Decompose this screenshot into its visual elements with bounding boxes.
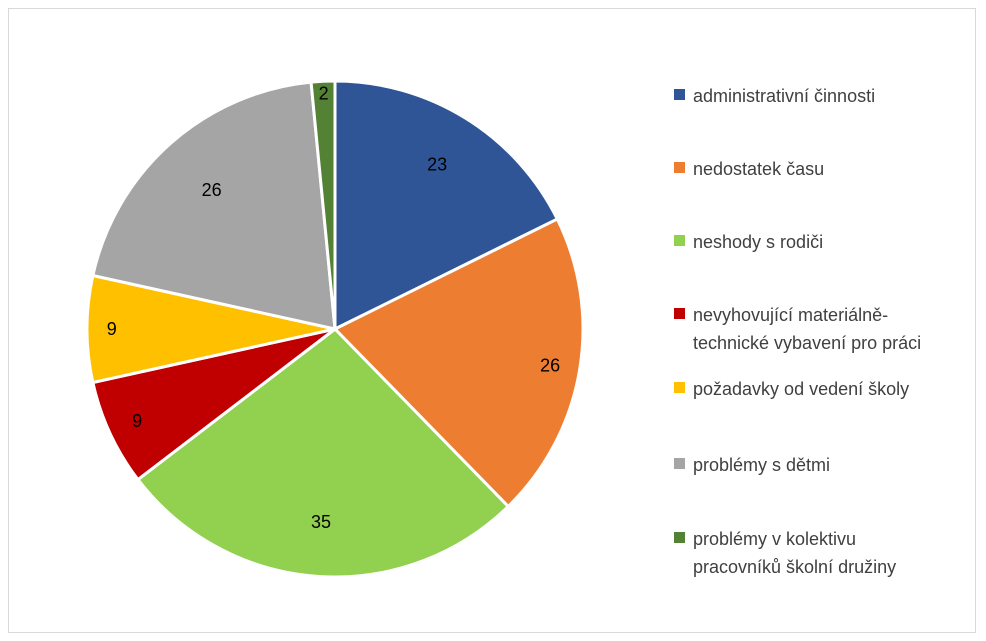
- legend-item-nevyhovujici-vybaveni: nevyhovující materiálně- technické vybav…: [674, 301, 983, 357]
- pie-slice-administrativni-cinnosti: [333, 79, 559, 331]
- legend-item-administrativni-cinnosti: administrativní činnosti: [674, 82, 983, 110]
- legend-item-problemy-s-detmi: problémy s dětmi: [674, 451, 983, 479]
- pie-slice-nevyhovujici-materialne-technicke-vybaveni-pro-praci: [91, 327, 337, 482]
- legend-label: neshody s rodiči: [693, 232, 824, 252]
- pie-slice-pozadavky-od-vedeni-skoly: [85, 273, 337, 385]
- legend-item-neshody-s-rodici: neshody s rodiči: [674, 228, 983, 256]
- legend-label-line: pracovníků školní družiny: [693, 557, 897, 577]
- pie-slices: [85, 79, 585, 579]
- pie-slice-nedostatek-casu: [333, 217, 585, 508]
- legend-label: nevyhovující materiálně- technické vybav…: [693, 301, 983, 357]
- pie-data-labels: 23 26 35 9 9 26 2: [107, 84, 560, 532]
- pie-slice-problemy-s-detmi: [91, 80, 337, 331]
- pie-data-label: 26: [202, 180, 222, 200]
- pie-slice-problemy-v-kolektivu-pracovniku-skolni-druziny: [309, 79, 337, 331]
- legend-label: problémy s dětmi: [693, 455, 831, 475]
- legend-label-line: technické vybavení pro práci: [693, 333, 922, 353]
- legend-swatch: [674, 458, 685, 469]
- legend-label: požadavky od vedení školy: [693, 379, 910, 399]
- pie-data-label: 23: [427, 155, 447, 175]
- legend-item-pozadavky-od-vedeni: požadavky od vedení školy: [674, 375, 983, 403]
- legend-item-problemy-v-kolektivu: problémy v kolektivu pracovníků školní d…: [674, 525, 983, 581]
- pie-data-label: 9: [132, 411, 142, 431]
- pie-data-label: 9: [107, 319, 117, 339]
- legend-label: administrativní činnosti: [693, 86, 876, 106]
- legend-swatch: [674, 162, 685, 173]
- legend-swatch: [674, 235, 685, 246]
- legend: administrativní činnosti nedostatek času…: [674, 0, 974, 641]
- pie-data-label: 26: [540, 356, 560, 376]
- pie-data-label: 35: [311, 512, 331, 532]
- legend-swatch: [674, 382, 685, 393]
- legend-label: problémy v kolektivu pracovníků školní d…: [693, 525, 983, 581]
- legend-swatch: [674, 89, 685, 100]
- legend-label-line: problémy v kolektivu: [693, 529, 857, 549]
- legend-swatch: [674, 532, 685, 543]
- pie-slice-neshody-s-rodici: [136, 327, 510, 579]
- legend-label-line: nevyhovující materiálně-: [693, 305, 889, 325]
- legend-swatch: [674, 308, 685, 319]
- legend-item-nedostatek-casu: nedostatek času: [674, 155, 983, 183]
- legend-label: nedostatek času: [693, 159, 825, 179]
- pie-data-label: 2: [319, 84, 329, 104]
